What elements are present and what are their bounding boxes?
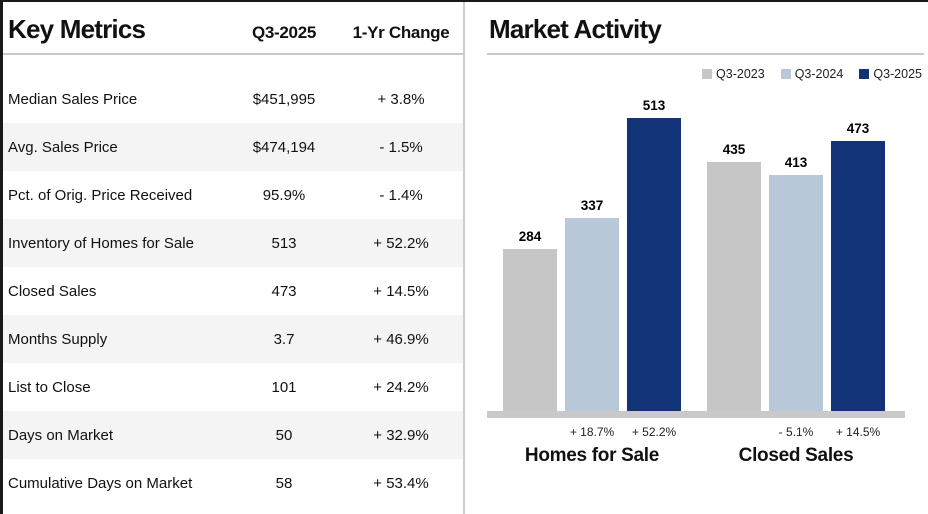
legend-label: Q3-2024 <box>794 67 844 81</box>
table-row: List to Close 101 + 24.2% <box>0 363 463 411</box>
metric-label: Months Supply <box>8 330 108 348</box>
metric-value: 58 <box>275 474 293 492</box>
category-label: Homes for Sale <box>524 445 660 466</box>
bar-cell: 337 <box>565 198 619 411</box>
metric-value: 101 <box>271 378 297 396</box>
table-row: Avg. Sales Price $474,194 - 1.5% <box>0 123 463 171</box>
x-axis-line <box>487 411 905 418</box>
left-border <box>0 0 3 514</box>
metric-label: Median Sales Price <box>8 90 138 108</box>
table-row: Pct. of Orig. Price Received 95.9% - 1.4% <box>0 171 463 219</box>
bar <box>707 162 761 411</box>
metric-change: + 52.2% <box>373 234 429 252</box>
bar-cell: 413 <box>769 155 823 411</box>
bar-group: 435 413 473 <box>707 121 885 411</box>
table-row: Months Supply 3.7 + 46.9% <box>0 315 463 363</box>
pct-change-label: + 18.7% <box>569 425 615 439</box>
legend-label: Q3-2023 <box>716 67 765 81</box>
metric-change: + 53.4% <box>373 474 429 492</box>
metric-change: - 1.5% <box>379 138 423 156</box>
table-row: Cumulative Days on Market 58 + 53.4% <box>0 459 463 507</box>
table-row: Inventory of Homes for Sale 513 + 52.2% <box>0 219 463 267</box>
table-row: Median Sales Price $451,995 + 3.8% <box>0 75 463 123</box>
metric-change: + 3.8% <box>377 90 425 108</box>
plot-area: 284 337 513 435 413 473 <box>487 81 924 411</box>
metric-label: Pct. of Orig. Price Received <box>8 186 193 204</box>
metric-value: $451,995 <box>252 90 316 108</box>
metric-change: + 32.9% <box>373 426 429 444</box>
bar-cell: 473 <box>831 121 885 411</box>
legend-swatch-icon <box>780 69 791 79</box>
bar-value-label: 435 <box>722 142 746 157</box>
bar-value-label: 473 <box>846 121 870 136</box>
bar <box>831 141 885 411</box>
legend-item: Q3-2023 <box>702 67 765 81</box>
market-activity-panel: Market Activity Q3-2023 Q3-2024 Q3-2025 28… <box>465 0 928 514</box>
table-row: Closed Sales 473 + 14.5% <box>0 267 463 315</box>
metric-change: + 46.9% <box>373 330 429 348</box>
metric-value: 473 <box>271 282 297 300</box>
pct-change-label: + 14.5% <box>835 425 881 439</box>
metric-value: 95.9% <box>262 186 306 204</box>
metric-label: Closed Sales <box>8 282 97 300</box>
key-metrics-header: Key Metrics Q3-2025 1-Yr Change <box>0 10 463 55</box>
metric-label: Inventory of Homes for Sale <box>8 234 194 252</box>
metric-value: 3.7 <box>273 330 295 348</box>
metric-label: Days on Market <box>8 426 114 444</box>
pct-change-label <box>503 425 557 439</box>
pct-change-label: + 52.2% <box>631 425 677 439</box>
bar-cell: 513 <box>627 98 681 411</box>
bar <box>503 249 557 411</box>
metric-label: Cumulative Days on Market <box>8 474 193 492</box>
legend-label: Q3-2025 <box>873 67 922 81</box>
bar-value-label: 413 <box>784 155 808 170</box>
legend: Q3-2023 Q3-2024 Q3-2025 <box>487 67 924 81</box>
bar <box>769 175 823 411</box>
bar-value-label: 284 <box>518 229 542 244</box>
key-metrics-title: Key Metrics <box>8 14 146 44</box>
metric-change: + 14.5% <box>373 282 429 300</box>
bar <box>565 218 619 411</box>
pct-change-row: + 18.7% + 52.2% - 5.1% + 14.5% <box>487 425 924 439</box>
key-metrics-rows: Median Sales Price $451,995 + 3.8% Avg. Sal… <box>0 75 463 507</box>
metric-change: + 24.2% <box>373 378 429 396</box>
legend-item: Q3-2025 <box>859 67 922 81</box>
bar-group: 284 337 513 <box>503 98 681 411</box>
metric-value: $474,194 <box>252 138 316 156</box>
bar <box>627 118 681 411</box>
legend-item: Q3-2024 <box>780 67 844 81</box>
pct-change-label <box>707 425 761 439</box>
pct-group: + 18.7% + 52.2% <box>503 425 681 439</box>
pct-group: - 5.1% + 14.5% <box>707 425 885 439</box>
table-row: Days on Market 50 + 32.9% <box>0 411 463 459</box>
category-label: Closed Sales <box>738 445 854 466</box>
legend-swatch-icon <box>859 69 870 79</box>
bar-cell: 435 <box>707 142 761 411</box>
column-header-change: 1-Yr Change <box>352 23 450 42</box>
metric-label: Avg. Sales Price <box>8 138 118 156</box>
bar-value-label: 513 <box>642 98 666 113</box>
bar-value-label: 337 <box>580 198 604 213</box>
metric-value: 513 <box>271 234 297 252</box>
market-activity-title: Market Activity <box>489 14 662 44</box>
metric-label: List to Close <box>8 378 91 396</box>
metric-change: - 1.4% <box>379 186 423 204</box>
column-header-period: Q3-2025 <box>251 23 317 42</box>
bar-cell: 284 <box>503 229 557 411</box>
market-activity-header: Market Activity <box>487 10 924 55</box>
pct-change-label: - 5.1% <box>778 425 814 439</box>
metric-value: 50 <box>275 426 293 444</box>
key-metrics-panel: Key Metrics Q3-2025 1-Yr Change Median S… <box>0 0 463 514</box>
legend-swatch-icon <box>702 69 713 79</box>
top-border <box>0 0 928 2</box>
panel-divider <box>463 0 465 514</box>
category-label-row: Homes for Sale Closed Sales <box>487 445 924 467</box>
